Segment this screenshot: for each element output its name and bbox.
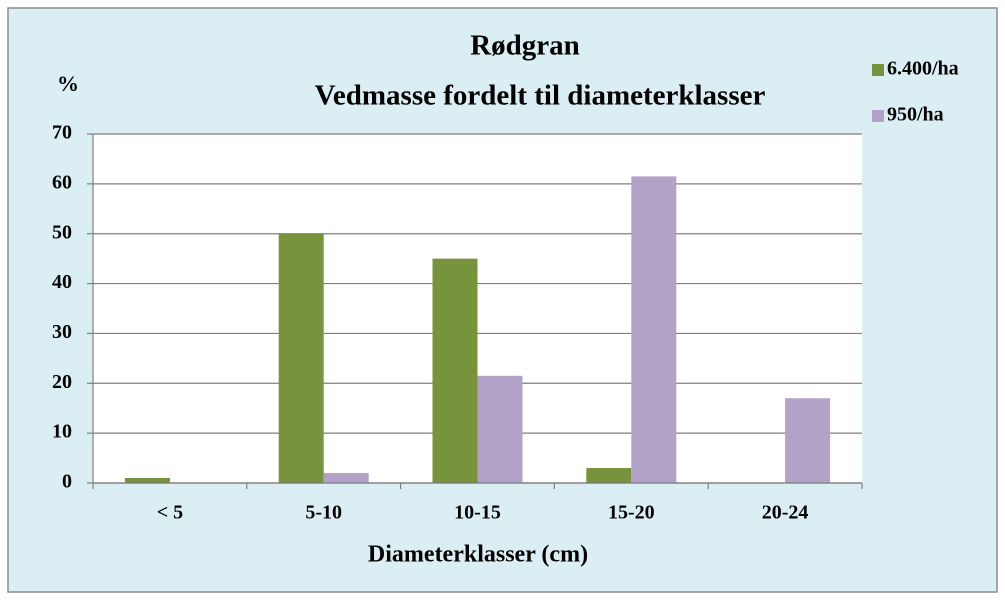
x-tick-label: 5-10: [305, 502, 342, 524]
y-tick-label: 40: [52, 271, 72, 293]
x-tick-label: < 5: [157, 502, 183, 524]
legend-swatch: [872, 64, 884, 76]
bar: [323, 473, 369, 483]
y-tick-label: 10: [52, 421, 72, 443]
y-tick-label: 60: [52, 171, 72, 193]
y-tick-label: 70: [52, 122, 72, 144]
bar: [785, 398, 831, 483]
x-tick-label: 15-20: [608, 502, 655, 524]
x-axis-label: Diameterklasser (cm): [368, 542, 588, 568]
chart-subtitle: Vedmasse fordelt til diameterklasser: [315, 80, 766, 112]
bar: [124, 478, 170, 483]
legend-swatch: [872, 110, 884, 122]
bar: [631, 176, 677, 483]
y-axis-label: %: [57, 71, 79, 96]
bar: [278, 233, 324, 483]
x-tick-label: 20-24: [762, 502, 809, 524]
y-tick-label: 50: [52, 221, 72, 243]
bar: [477, 375, 523, 483]
chart-title: Rødgran: [470, 30, 580, 62]
x-tick-label: 10-15: [454, 502, 501, 524]
legend-label: 950/ha: [887, 104, 944, 126]
bar: [432, 258, 478, 483]
y-tick-label: 20: [52, 371, 72, 393]
y-tick-label: 0: [62, 471, 72, 493]
legend-label: 6.400/ha: [887, 58, 959, 80]
bar: [586, 468, 632, 483]
y-tick-label: 30: [52, 321, 72, 343]
